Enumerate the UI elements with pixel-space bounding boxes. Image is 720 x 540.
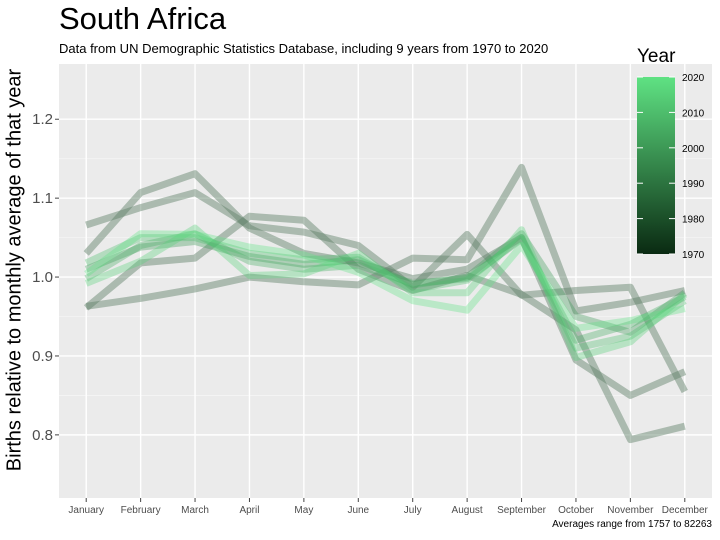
series-line	[83, 170, 687, 399]
legend-title: Year	[637, 46, 676, 67]
y-ticks: 0.8 0.9 1.0 1.1 1.2	[32, 111, 59, 444]
colorbar	[637, 77, 675, 254]
x-tick-label: October	[558, 505, 594, 516]
y-tick-label: 1.2	[32, 111, 53, 128]
series-line	[84, 224, 688, 361]
x-tick-label: September	[497, 505, 547, 516]
colorbar-tick-label: 2020	[682, 73, 705, 84]
colorbar-tick-label: 2000	[682, 144, 705, 155]
x-ticks: January February March April May June July Augu…	[68, 498, 709, 516]
x-tick-label: June	[347, 505, 369, 516]
x-tick-label: August	[452, 505, 483, 516]
colorbar-tick-label: 1990	[682, 179, 705, 190]
plot-panel	[59, 64, 712, 498]
y-tick-label: 1.1	[32, 190, 53, 207]
x-tick-label: March	[181, 505, 209, 516]
x-tick-label: November	[607, 505, 654, 516]
x-tick-label: April	[239, 505, 259, 516]
x-tick-label: January	[68, 505, 104, 516]
series-line	[84, 230, 687, 336]
x-tick-label: July	[404, 505, 422, 516]
series-line	[84, 230, 687, 344]
y-tick-label: 1.0	[32, 269, 53, 286]
x-tick-label: May	[294, 505, 313, 516]
x-tick-label: December	[662, 505, 709, 516]
series-line	[85, 189, 688, 394]
colorbar-tick-label: 1980	[682, 215, 705, 226]
x-tick-label: February	[121, 505, 161, 516]
legend: 1970 1980 1990 2000 2010 2020	[637, 73, 705, 261]
series-line	[85, 163, 686, 315]
chart-caption: Averages range from 1757 to 82263	[552, 519, 712, 530]
y-tick-label: 0.8	[32, 427, 53, 444]
series-line	[84, 230, 686, 332]
colorbar-tick-label: 2010	[682, 108, 705, 119]
grid	[59, 64, 712, 498]
chart-title: South Africa	[59, 1, 227, 36]
series-line	[83, 212, 686, 444]
chart-subtitle: Data from UN Demographic Statistics Data…	[59, 41, 549, 56]
series-line	[84, 234, 687, 352]
series-lines	[83, 163, 688, 444]
y-tick-label: 0.9	[32, 348, 53, 365]
colorbar-tick-label: 1970	[682, 250, 705, 261]
